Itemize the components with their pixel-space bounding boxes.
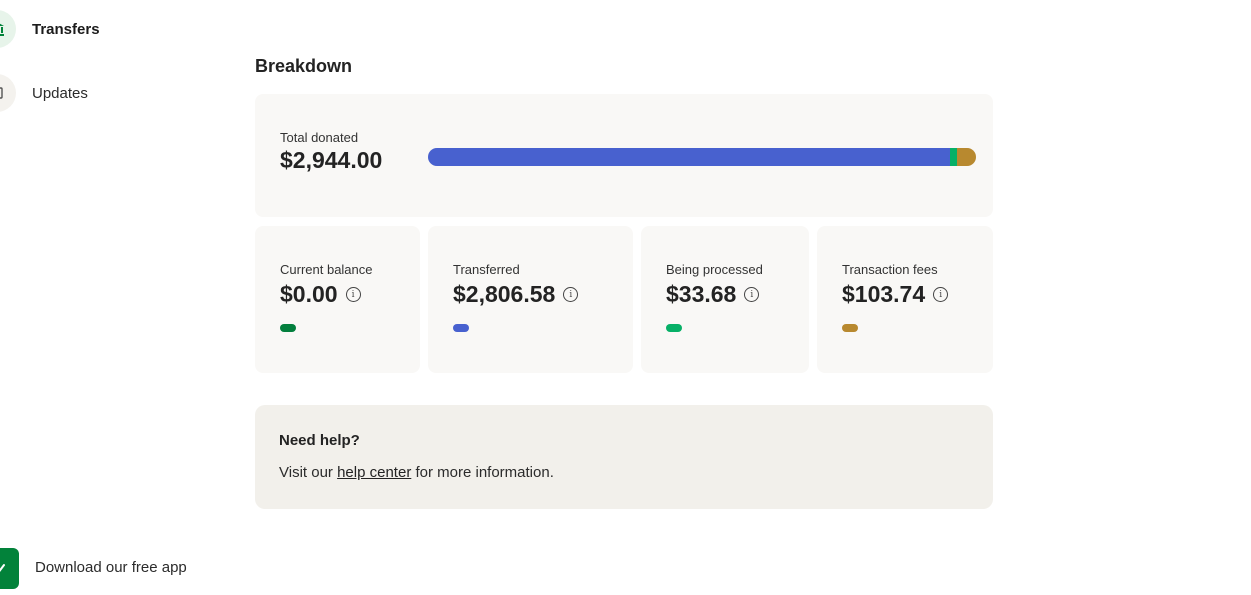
help-card: Need help? Visit our help center for mor…	[255, 405, 993, 509]
being-processed-value: $33.68	[666, 281, 737, 307]
transferred-card: Transferred $2,806.58 i	[428, 226, 633, 373]
info-icon[interactable]: i	[345, 287, 361, 302]
sidebar-item-label: Transfers	[32, 21, 100, 38]
app-icon	[0, 548, 19, 589]
total-breakdown-bar	[428, 148, 976, 166]
current-balance-value: $0.00	[280, 281, 338, 307]
transferred-value: $2,806.58	[453, 281, 556, 307]
help-title: Need help?	[279, 432, 360, 449]
info-icon[interactable]: i	[563, 287, 579, 302]
info-icon[interactable]: i	[744, 287, 760, 302]
updates-icon	[0, 74, 16, 112]
sidebar-item-label: Updates	[32, 85, 88, 102]
transaction-fees-value: $103.74	[842, 281, 926, 307]
transaction-fees-card: Transaction fees $103.74 i	[817, 226, 993, 373]
breakdown-title: Breakdown	[255, 56, 353, 76]
total-donated-label: Total donated	[280, 130, 359, 145]
transferred-color-pill	[453, 324, 469, 332]
total-donated-card: Total donated $2,944.00	[255, 94, 993, 217]
being-processed-color-pill	[666, 324, 682, 332]
help-text-before: Visit our	[279, 464, 338, 481]
download-app-label: Download our free app	[35, 559, 187, 576]
bar-segment-transferred	[428, 148, 951, 166]
transferred-label: Transferred	[453, 262, 520, 277]
being-processed-card: Being processed $33.68 i	[641, 226, 809, 373]
being-processed-label: Being processed	[666, 262, 763, 277]
current-balance-card: Current balance $0.00 i	[255, 226, 420, 373]
bank-icon	[0, 10, 16, 48]
bar-segment-transaction-fees	[956, 148, 976, 166]
info-icon[interactable]: i	[933, 287, 949, 302]
current-balance-label: Current balance	[280, 262, 373, 277]
bar-segment-being-processed	[950, 148, 957, 166]
help-text: Visit our help center for more informati…	[279, 464, 554, 481]
total-donated-value: $2,944.00	[280, 147, 383, 173]
help-text-after: for more information.	[411, 464, 554, 481]
current-balance-color-pill	[280, 324, 296, 332]
transaction-fees-color-pill	[842, 324, 858, 332]
transaction-fees-label: Transaction fees	[842, 262, 938, 277]
help-center-link[interactable]: help center	[337, 464, 412, 481]
